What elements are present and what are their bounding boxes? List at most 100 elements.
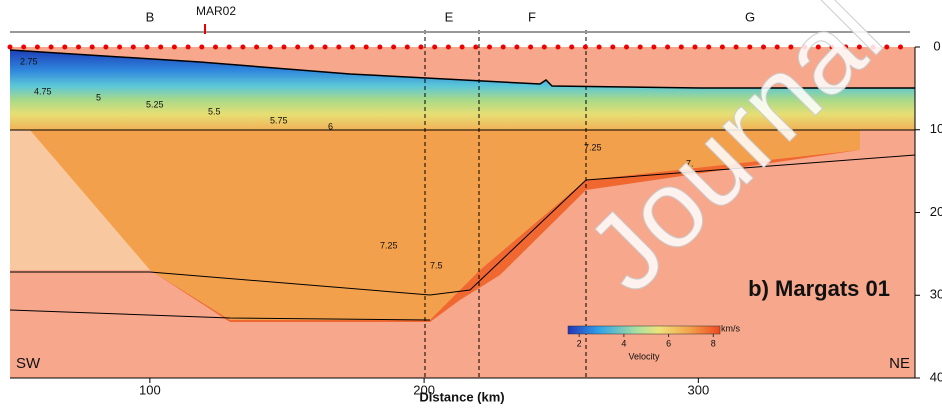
colorbar-tick-label: 4 xyxy=(621,338,626,348)
y-tick-label: 0 xyxy=(933,38,940,53)
crust xyxy=(10,130,860,320)
station-dot xyxy=(473,44,479,50)
colorbar-bar xyxy=(567,325,721,335)
contour-label: 5.25 xyxy=(146,99,164,109)
station-dot xyxy=(555,44,561,50)
chart-title: b) Margats 01 xyxy=(748,276,890,301)
y-tick-label: 40 xyxy=(930,369,942,384)
station-dot xyxy=(870,44,876,50)
y-tick-label: 20 xyxy=(930,204,942,219)
contour-label: 7.25 xyxy=(584,142,602,152)
boundary xyxy=(9,309,431,321)
station-dot xyxy=(158,44,164,50)
station-label: MAR02 xyxy=(196,4,236,18)
station-dot xyxy=(843,44,849,50)
station-dot xyxy=(774,44,780,50)
stations xyxy=(7,44,903,50)
station-dot xyxy=(706,44,712,50)
station-dot xyxy=(21,44,27,50)
station-dot xyxy=(295,44,301,50)
station-dot xyxy=(281,44,287,50)
station-dot xyxy=(363,44,369,50)
pale-zone xyxy=(10,130,150,270)
segment-label: B xyxy=(146,9,155,24)
station-dot xyxy=(336,44,342,50)
segment-label: E xyxy=(445,9,454,24)
seafloor xyxy=(9,49,915,89)
station-dot xyxy=(350,44,355,50)
station-dot xyxy=(117,44,123,50)
station-dot xyxy=(500,44,506,50)
station-dot xyxy=(445,44,451,50)
section-body xyxy=(9,24,916,378)
station-dot xyxy=(254,44,260,50)
station-dot xyxy=(103,44,109,50)
station-dot xyxy=(48,44,54,50)
station-dot xyxy=(747,44,753,50)
station-dot xyxy=(171,44,177,50)
station-dot xyxy=(459,44,465,50)
station-dot xyxy=(432,44,438,50)
contour-label: 6 xyxy=(328,121,333,131)
station-dot xyxy=(582,44,588,50)
station-dot xyxy=(898,44,903,50)
contour-label: 7.5 xyxy=(430,260,443,270)
station-dot xyxy=(528,44,534,50)
station-dot xyxy=(637,44,643,50)
station-dot xyxy=(596,44,602,50)
station-dot xyxy=(34,44,40,50)
side-label: NE xyxy=(889,355,910,372)
station-dot xyxy=(404,44,410,50)
side-label: SW xyxy=(16,355,41,372)
colorbar-unit: km/s xyxy=(721,323,740,333)
station-dot xyxy=(7,44,13,50)
station-dot xyxy=(856,44,862,50)
station-dot xyxy=(76,44,81,50)
station-dot xyxy=(541,44,547,50)
contour-label: 5.75 xyxy=(270,115,288,125)
station-dot xyxy=(185,44,191,50)
station-dot xyxy=(788,44,794,50)
contour-label: 4.75 xyxy=(34,86,52,96)
colorbar-label: Velocity xyxy=(628,351,660,361)
x-tick-label: 300 xyxy=(687,382,709,397)
segment-label: F xyxy=(528,9,536,24)
x-tick-label: 200 xyxy=(413,382,435,397)
colorbar-tick-label: 8 xyxy=(711,338,716,348)
station-dot xyxy=(569,44,575,50)
station-dot xyxy=(240,44,246,50)
x-axis-title: Distance (km) xyxy=(419,389,504,404)
station-dot xyxy=(665,44,671,50)
sediments xyxy=(10,50,915,130)
station-dot xyxy=(610,44,616,50)
station-dot xyxy=(89,44,95,50)
station-dot xyxy=(418,44,424,50)
station-dot xyxy=(884,44,890,50)
contour-label: 2.75 xyxy=(20,56,38,66)
station-dot xyxy=(692,44,698,50)
station-dot xyxy=(226,44,232,50)
station-dot xyxy=(719,44,725,50)
contour-label: 7. xyxy=(686,158,694,168)
contour-label: 5 xyxy=(96,92,101,102)
station-dot xyxy=(267,44,273,50)
station-dot xyxy=(761,44,766,50)
colorbar: km/s Velocity 2 4 6 8 xyxy=(567,323,740,361)
colorbar-tick-label: 2 xyxy=(577,338,582,348)
station-dot xyxy=(144,44,150,50)
station-dot xyxy=(322,44,328,50)
station-dot xyxy=(62,44,68,50)
station-dot xyxy=(651,44,657,50)
y-tick-label: 10 xyxy=(930,121,942,136)
segment-label: G xyxy=(745,9,755,24)
station-dot xyxy=(308,44,314,50)
station-dot xyxy=(733,44,739,50)
station-dot xyxy=(130,44,136,50)
x-tick-label: 100 xyxy=(139,382,161,397)
colorbar-tick-label: 6 xyxy=(666,338,671,348)
station-dot xyxy=(802,44,808,50)
station-dot xyxy=(377,44,383,50)
station-dot xyxy=(487,44,492,50)
station-dot xyxy=(829,44,835,50)
